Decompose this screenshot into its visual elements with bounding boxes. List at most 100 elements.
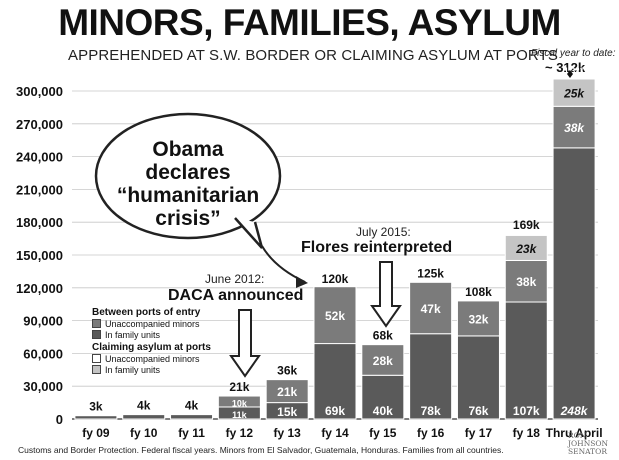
- bar-value-label: 25k: [563, 87, 585, 101]
- legend-label: In family units: [105, 329, 161, 340]
- bar-value-label: 10k: [232, 399, 248, 409]
- legend: Between ports of entry Unaccompanied min…: [92, 305, 211, 375]
- y-tick-label: 210,000: [16, 182, 63, 197]
- x-tick-label: fy 10: [130, 426, 158, 440]
- bar-segment: [456, 300, 500, 337]
- bar-total-label: 36k: [277, 364, 297, 378]
- flores-date: July 2015:: [356, 225, 411, 239]
- bar-total-label: 169k: [513, 218, 540, 232]
- flores-arrow: [370, 261, 402, 328]
- y-tick-label: 270,000: [16, 117, 63, 132]
- x-tick-label: fy 18: [513, 426, 541, 440]
- bar-value-label: 38k: [516, 275, 536, 289]
- x-tick-label: fy 15: [369, 426, 397, 440]
- legend-item-family-asylum: In family units: [92, 364, 211, 375]
- source-note: Customs and Border Protection. Federal f…: [18, 445, 504, 455]
- ytd-label: Fiscal year to date:: [531, 48, 616, 59]
- speech-bubble: [94, 112, 282, 240]
- bubble-line-3: “humanitarian: [116, 184, 260, 207]
- bubble-arrow-line: [261, 245, 306, 283]
- x-tick-label: fy 09: [82, 426, 110, 440]
- senator-logo: RON JOHNSON SENATOR: [568, 432, 618, 460]
- bar-segment: [313, 343, 357, 420]
- legend-group-between: Between ports of entry: [92, 307, 201, 318]
- bar-segment: [504, 301, 548, 420]
- legend-item-minors-between: Unaccompanied minors: [92, 318, 211, 329]
- bar-total-label: 120k: [322, 272, 349, 286]
- legend-swatch: [92, 354, 101, 363]
- x-tick-label: fy 14: [321, 426, 349, 440]
- bar-value-label: 47k: [421, 302, 441, 316]
- daca-headline: DACA announced: [168, 287, 304, 304]
- y-tick-label: 300,000: [16, 84, 63, 99]
- bubble-arrow-head: [296, 276, 308, 288]
- legend-label: In family units: [105, 364, 161, 375]
- ytd-total: ~ 312k: [545, 60, 586, 75]
- bar-value-label: 1,321: [564, 67, 585, 76]
- y-tick-label: 240,000: [16, 150, 63, 165]
- bar-segment: [552, 76, 596, 80]
- chart-title: MINORS, FAMILIES, ASYLUM: [58, 2, 561, 43]
- bar-total-label: 4k: [185, 399, 199, 413]
- bubble-line-4: crisis”: [155, 207, 221, 230]
- ytd-marker: [567, 70, 573, 78]
- legend-label: Unaccompanied minors: [105, 353, 200, 364]
- logo-line-3: SENATOR: [568, 447, 607, 456]
- y-tick-label: 180,000: [16, 215, 63, 230]
- y-tick-label: 150,000: [16, 248, 63, 263]
- bar-total-label: 108k: [465, 285, 492, 299]
- bar-segment: [122, 414, 166, 420]
- x-tick-label: fy 17: [465, 426, 493, 440]
- bar-segment: [552, 147, 596, 420]
- y-tick-label: 30,000: [23, 379, 63, 394]
- bar-segment: [217, 395, 261, 408]
- bar-total-label: 4k: [137, 399, 151, 413]
- bar-value-label: 722: [520, 224, 534, 233]
- bar-value-label: 76k: [468, 404, 488, 418]
- speech-bubble-tail: [234, 217, 264, 249]
- y-tick-label: 90,000: [23, 314, 63, 329]
- daca-arrow: [229, 309, 261, 378]
- bubble-line-2: declares: [145, 161, 231, 184]
- bar-value-label: 40k: [373, 404, 393, 418]
- bar-total-label: 125k: [417, 266, 444, 280]
- bar-segment: [361, 344, 405, 376]
- bar-segment: [313, 286, 357, 345]
- legend-swatch: [92, 319, 101, 328]
- bar-segment: [552, 78, 596, 107]
- legend-item-minors-asylum: Unaccompanied minors: [92, 353, 211, 364]
- speech-bubble-text: Obama declares “humanitarian crisis”: [108, 138, 268, 230]
- bar-total-label: 3k: [89, 400, 103, 414]
- bar-value-label: 32k: [468, 312, 488, 326]
- legend-swatch: [92, 365, 101, 374]
- x-tick-label: Thru April: [546, 426, 603, 440]
- bar-segment: [409, 333, 453, 420]
- bar-segment: [74, 415, 118, 420]
- bar-value-label: 69k: [325, 404, 345, 418]
- bar-total-label: 21k: [229, 380, 249, 394]
- bar-value-label: 23k: [515, 242, 537, 256]
- flores-headline: Flores reinterpreted: [301, 239, 453, 256]
- bar-segment: [265, 379, 309, 404]
- bar-segment: [170, 414, 214, 420]
- y-tick-label: 0: [56, 412, 63, 427]
- bar-value-label: 78k: [421, 404, 441, 418]
- y-tick-label: 120,000: [16, 281, 63, 296]
- daca-date: June 2012:: [205, 272, 265, 286]
- legend-group-asylum: Claiming asylum at ports: [92, 342, 211, 353]
- bar-value-label: 107k: [513, 404, 540, 418]
- legend-label: Unaccompanied minors: [105, 318, 200, 329]
- x-tick-label: fy 11: [178, 426, 205, 440]
- legend-swatch: [92, 330, 101, 339]
- bar-value-label: 15k: [277, 405, 297, 419]
- bar-segment: [409, 281, 453, 335]
- bar-value-label: 52k: [325, 309, 345, 323]
- bar-segment: [504, 233, 548, 236]
- bar-value-label: 21k: [277, 385, 297, 399]
- bar-value-label: 248k: [560, 404, 589, 418]
- x-tick-label: fy 12: [226, 426, 254, 440]
- bubble-line-1: Obama: [152, 138, 224, 161]
- bar-segment: [504, 259, 548, 303]
